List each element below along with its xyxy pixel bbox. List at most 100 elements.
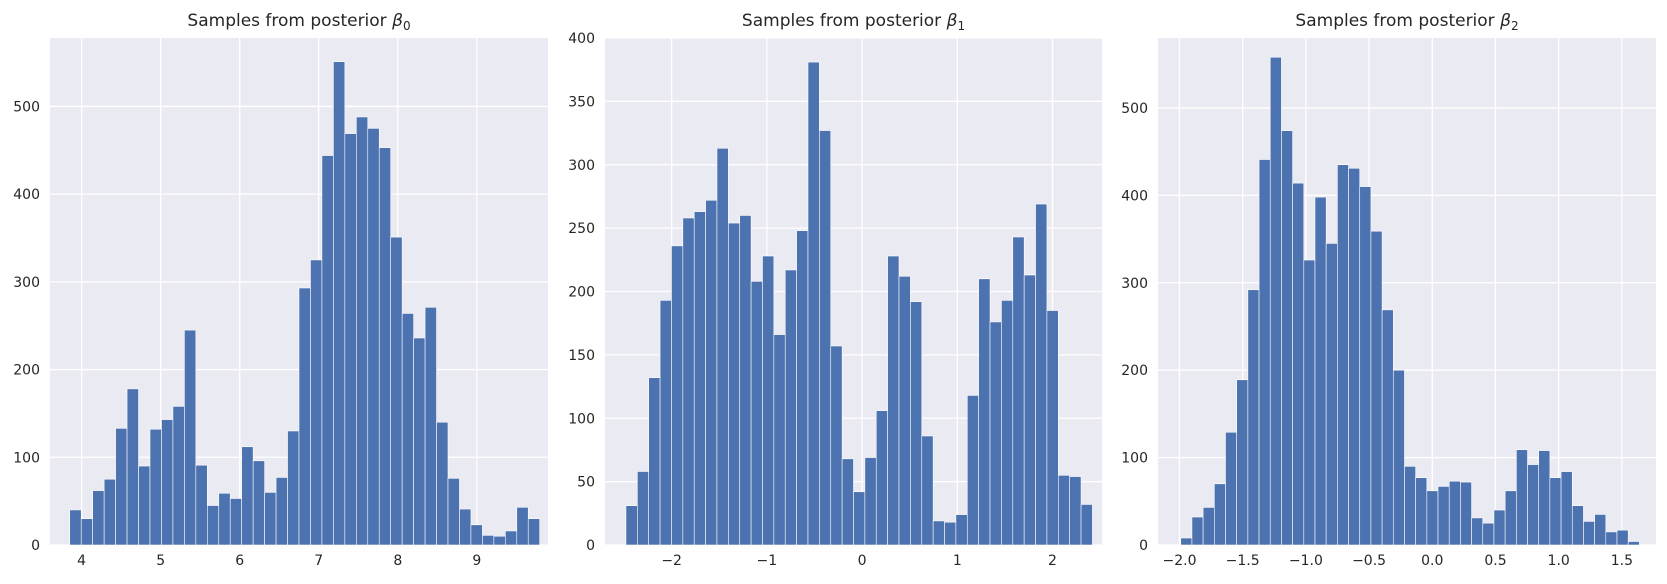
histogram-bar bbox=[1035, 203, 1048, 546]
histogram-bar bbox=[864, 457, 877, 546]
x-tick-label: 1.5 bbox=[1611, 553, 1633, 569]
histogram-bar bbox=[493, 535, 506, 546]
histogram-bar bbox=[1348, 167, 1361, 546]
histogram-bar bbox=[739, 215, 752, 546]
chart-title: Samples from posterior β1 bbox=[742, 11, 965, 33]
x-tick-label: 1 bbox=[953, 553, 962, 569]
histogram-bar bbox=[1303, 259, 1316, 546]
y-tick-label: 200 bbox=[1121, 363, 1148, 379]
histogram-bar bbox=[1012, 236, 1025, 546]
histogram-bar bbox=[1236, 379, 1249, 546]
histogram-bar bbox=[1046, 310, 1059, 546]
histogram-bar bbox=[625, 505, 638, 546]
histogram-bar bbox=[682, 217, 695, 546]
histogram-bar bbox=[390, 236, 403, 546]
histogram-bar bbox=[1225, 431, 1237, 546]
histogram-bar bbox=[637, 471, 650, 546]
y-tick-label: 50 bbox=[577, 475, 595, 491]
histogram-bar bbox=[989, 321, 1002, 546]
histogram-bar bbox=[1080, 504, 1093, 546]
histogram-bar bbox=[321, 155, 334, 546]
histogram-bar bbox=[1314, 196, 1327, 546]
y-tick-label: 0 bbox=[586, 538, 595, 554]
histogram-bar bbox=[378, 147, 391, 546]
chart-title: Samples from posterior β0 bbox=[187, 11, 410, 33]
histogram-bar bbox=[932, 520, 945, 546]
histogram-bar bbox=[1471, 517, 1484, 546]
histogram-bar bbox=[310, 259, 323, 546]
histogram-bar bbox=[716, 147, 729, 546]
x-tick-label: −0.5 bbox=[1352, 553, 1386, 569]
histogram-bar bbox=[1549, 477, 1562, 546]
histogram-bar bbox=[1460, 481, 1472, 546]
histogram-bar bbox=[195, 464, 208, 546]
x-tick-label: −1 bbox=[757, 553, 778, 569]
x-tick-label: 0.5 bbox=[1484, 553, 1506, 569]
histogram-bar bbox=[853, 491, 866, 546]
histogram-bar bbox=[184, 329, 197, 546]
histogram-bar bbox=[898, 275, 911, 546]
histogram-bar bbox=[1538, 450, 1551, 546]
histogram-bar bbox=[1214, 483, 1226, 546]
histogram-bar bbox=[1583, 521, 1595, 546]
histogram-bar bbox=[264, 492, 277, 546]
histogram-bar bbox=[1359, 186, 1372, 546]
histogram-bar bbox=[1292, 182, 1305, 546]
histogram-bar bbox=[955, 514, 968, 546]
histogram-bar bbox=[1426, 490, 1439, 546]
histogram-bar bbox=[218, 492, 231, 546]
histogram-bar bbox=[1516, 449, 1528, 546]
y-tick-label: 200 bbox=[568, 285, 595, 301]
x-tick-label: −2.0 bbox=[1162, 553, 1196, 569]
y-tick-label: 150 bbox=[568, 348, 595, 364]
histogram-bar bbox=[705, 199, 718, 546]
histogram-bar bbox=[693, 211, 706, 546]
histogram-bar bbox=[1560, 471, 1573, 546]
histogram-bar bbox=[149, 428, 162, 546]
y-tick-label: 500 bbox=[1121, 101, 1148, 117]
x-tick-label: 9 bbox=[472, 553, 481, 569]
histogram-bar bbox=[841, 458, 854, 546]
chart-panel-beta0: 0 100 200 300 400 500 4 5 6 7 8 9 Samples from poste… bbox=[13, 11, 548, 569]
histogram-bar bbox=[1325, 243, 1338, 546]
histogram-bar bbox=[875, 410, 888, 546]
histogram-bar bbox=[333, 61, 346, 546]
chart-title: Samples from posterior β2 bbox=[1295, 11, 1518, 33]
histogram-bar bbox=[516, 506, 529, 546]
y-tick-label: 100 bbox=[13, 450, 40, 466]
histogram-bar bbox=[1392, 369, 1405, 546]
histogram-bar bbox=[356, 116, 369, 546]
histogram-bar bbox=[1404, 466, 1416, 546]
histogram-bar bbox=[401, 313, 414, 546]
x-tick-label: 5 bbox=[156, 553, 165, 569]
histogram-bar bbox=[830, 345, 843, 546]
chart-panel-beta2: 0 100 200 300 400 500 −2.0 −1.5 −1.0 −0.5 0.0 0.5 1.… bbox=[1121, 11, 1656, 569]
histogram-bar bbox=[275, 477, 288, 546]
y-tick-label: 400 bbox=[1121, 188, 1148, 204]
histogram-bar bbox=[1247, 289, 1260, 546]
x-tick-label: −1.5 bbox=[1226, 553, 1260, 569]
histogram-bar bbox=[887, 255, 900, 546]
x-tick-label: 6 bbox=[235, 553, 244, 569]
histogram-bar bbox=[172, 406, 185, 546]
histogram-bar bbox=[1269, 56, 1282, 546]
y-tick-label: 250 bbox=[568, 221, 595, 237]
histogram-bar bbox=[966, 395, 979, 546]
histogram-bar bbox=[1381, 309, 1394, 546]
histogram-bar bbox=[527, 518, 541, 546]
histogram-bar bbox=[1057, 474, 1070, 546]
y-tick-label: 100 bbox=[1121, 451, 1148, 467]
y-tick-label: 100 bbox=[568, 411, 595, 427]
histogram-bar bbox=[436, 421, 449, 546]
histogram-bar bbox=[1605, 531, 1618, 546]
histogram-bar bbox=[1202, 507, 1215, 546]
histogram-bar bbox=[1437, 486, 1450, 546]
histogram-bar bbox=[1258, 159, 1271, 546]
x-tick-label: 4 bbox=[77, 553, 86, 569]
histogram-bar bbox=[1023, 274, 1036, 546]
histogram-bar bbox=[1594, 514, 1607, 546]
histogram-bar bbox=[80, 518, 93, 546]
histogram-bar bbox=[910, 301, 923, 546]
x-tick-label: 0.0 bbox=[1421, 553, 1443, 569]
